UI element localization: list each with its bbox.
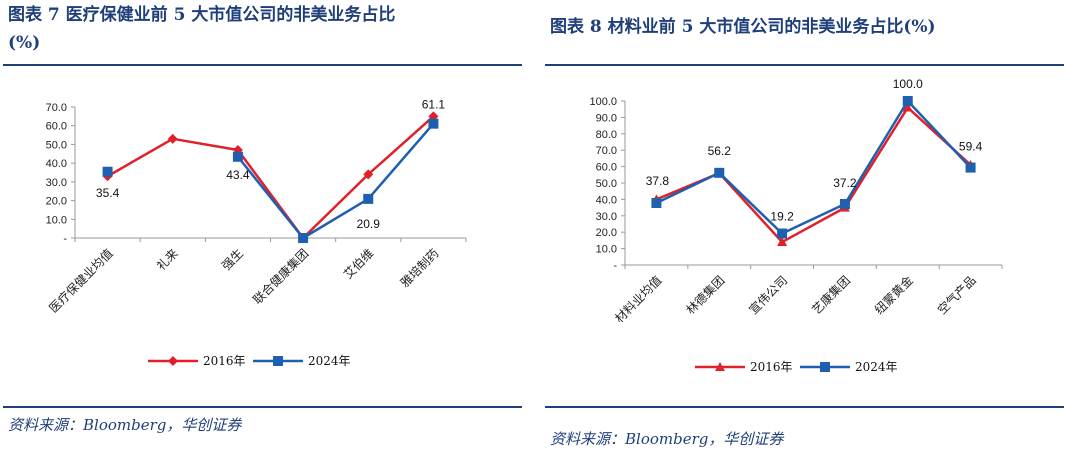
data-labels: 35.4 43.4 20.9 61.1 bbox=[96, 98, 446, 231]
right-chart: - 10.0 20.0 30.0 40.0 50.0 60.0 70.0 80.0 90.0 100… bbox=[589, 77, 1003, 374]
legend-marker bbox=[820, 362, 830, 372]
x-tick-label: 礼来 bbox=[153, 246, 181, 274]
legend-label: 2016年 bbox=[750, 360, 793, 374]
data-point bbox=[902, 96, 913, 106]
data-label: 43.4 bbox=[226, 168, 250, 182]
x-tick-label: 强生 bbox=[219, 246, 246, 273]
y-tick-label: 70.0 bbox=[46, 102, 67, 114]
data-label: 37.2 bbox=[833, 176, 857, 190]
left-title-line1: 图表 7 医疗保健业前 5 大市值公司的非美业务占比 bbox=[8, 5, 396, 25]
data-label: 100.0 bbox=[893, 77, 923, 91]
y-tick-label: 50.0 bbox=[46, 139, 67, 151]
y-tick-label: - bbox=[613, 260, 617, 272]
data-label: 20.9 bbox=[357, 217, 381, 231]
y-tick-label: 30.0 bbox=[596, 211, 617, 223]
right-title-line1: 图表 8 材料业前 5 大市值公司的非美业务占比(%) bbox=[550, 17, 936, 37]
x-tick-label: 宣伟公司 bbox=[746, 273, 791, 318]
y-tick-label: - bbox=[63, 233, 67, 245]
x-tick-label: 林德集团 bbox=[683, 273, 728, 318]
data-point bbox=[714, 167, 725, 178]
legend-label: 2016年 bbox=[203, 354, 246, 368]
left-source: 资料来源：Bloomberg，华创证券 bbox=[8, 416, 242, 434]
legend: 2016年 2024年 bbox=[148, 354, 351, 368]
data-label: 19.2 bbox=[770, 210, 794, 224]
data-label: 37.8 bbox=[646, 174, 670, 188]
y-tick-label: 60.0 bbox=[596, 162, 617, 174]
data-point bbox=[839, 198, 850, 209]
legend-label: 2024年 bbox=[855, 360, 898, 374]
series-2016年 bbox=[651, 102, 976, 247]
y-tick-label: 40.0 bbox=[46, 158, 67, 170]
series-line bbox=[655, 99, 972, 235]
data-point bbox=[902, 102, 913, 112]
y-tick-label: 70.0 bbox=[596, 145, 617, 157]
x-tick-label: 雅培制药 bbox=[397, 246, 442, 291]
right-figure: 图表 8 材料业前 5 大市值公司的非美业务占比(%) - 10.0 20.0 30.… bbox=[545, 0, 1064, 451]
x-tick-label: 纽蒙黄金 bbox=[871, 273, 916, 318]
data-label: 61.1 bbox=[422, 98, 446, 112]
data-point bbox=[651, 198, 662, 209]
right-top-rule bbox=[545, 64, 1064, 66]
y-tick-label: 100.0 bbox=[589, 96, 617, 108]
data-point bbox=[428, 118, 439, 129]
data-point bbox=[232, 151, 243, 162]
left-chart: - 10.0 20.0 30.0 40.0 50.0 60.0 70.0 医疗保健业均值 礼来 强生… bbox=[46, 98, 467, 368]
axes: - 10.0 20.0 30.0 40.0 50.0 60.0 70.0 医疗保健业均值 礼来 强生… bbox=[46, 102, 467, 316]
data-point bbox=[965, 162, 976, 173]
data-point bbox=[363, 169, 374, 180]
data-point bbox=[363, 193, 374, 204]
y-tick-label: 20.0 bbox=[46, 196, 67, 208]
y-tick-label: 20.0 bbox=[596, 227, 617, 239]
left-title-line2: (%) bbox=[8, 33, 41, 53]
data-point bbox=[298, 233, 309, 243]
data-point bbox=[102, 166, 113, 177]
x-tick-label: 艺康集团 bbox=[808, 273, 853, 318]
x-tick-label: 艾伯维 bbox=[340, 246, 376, 282]
right-bottom-rule bbox=[545, 406, 1064, 408]
y-tick-label: 10.0 bbox=[596, 244, 617, 256]
legend-marker bbox=[168, 356, 178, 366]
data-label: 35.4 bbox=[96, 186, 120, 200]
series-line bbox=[655, 106, 972, 244]
y-tick-label: 80.0 bbox=[596, 129, 617, 141]
data-point bbox=[777, 228, 788, 239]
series-2024年 bbox=[102, 118, 439, 243]
y-tick-label: 40.0 bbox=[596, 194, 617, 206]
y-tick-label: 10.0 bbox=[46, 214, 67, 226]
x-tick-label: 医疗保健业均值 bbox=[46, 246, 116, 316]
data-label: 59.4 bbox=[959, 140, 983, 154]
data-point bbox=[167, 133, 178, 144]
legend-marker bbox=[715, 362, 725, 371]
y-tick-label: 30.0 bbox=[46, 177, 67, 189]
y-tick-label: 50.0 bbox=[596, 178, 617, 190]
y-tick-label: 90.0 bbox=[596, 112, 617, 124]
x-tick-label: 联合健康集团 bbox=[250, 246, 312, 308]
left-figure: 图表 7 医疗保健业前 5 大市值公司的非美业务占比 (%) - 10.0 20.0… bbox=[3, 0, 522, 451]
left-top-rule bbox=[3, 64, 522, 66]
legend-label: 2024年 bbox=[308, 354, 351, 368]
x-tick-label: 材料业均值 bbox=[611, 273, 664, 326]
left-bottom-rule bbox=[3, 406, 522, 408]
series-line bbox=[236, 122, 435, 240]
data-label: 56.2 bbox=[708, 144, 732, 158]
legend: 2016年 2024年 bbox=[695, 360, 898, 374]
legend-marker bbox=[273, 356, 283, 366]
y-tick-label: 60.0 bbox=[46, 121, 67, 133]
right-source: 资料来源：Bloomberg，华创证券 bbox=[550, 430, 784, 448]
data-point bbox=[777, 237, 788, 247]
series-2024年 bbox=[651, 96, 976, 239]
series-line bbox=[106, 115, 435, 240]
data-labels: 37.8 56.2 19.2 37.2 100.0 59.4 bbox=[646, 77, 983, 224]
axes: - 10.0 20.0 30.0 40.0 50.0 60.0 70.0 80.0 90.0 100… bbox=[589, 96, 1003, 326]
x-tick-label: 空气产品 bbox=[934, 273, 979, 318]
